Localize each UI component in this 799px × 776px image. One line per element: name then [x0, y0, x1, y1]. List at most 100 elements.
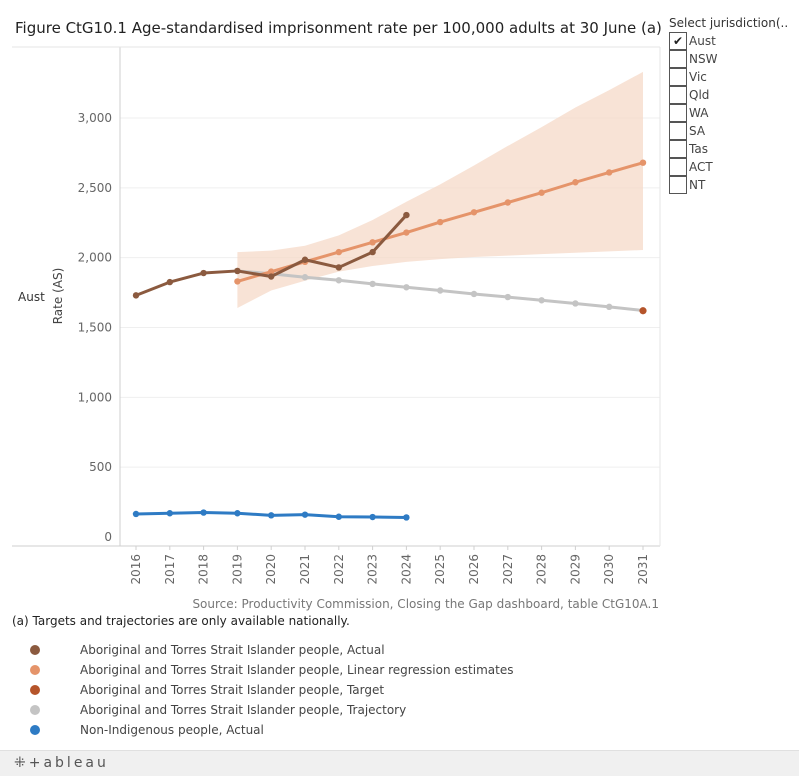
y-tick-label: 1,500 [78, 321, 112, 335]
data-point [504, 293, 511, 301]
legend-item[interactable]: Aboriginal and Torres Strait Islander pe… [30, 700, 513, 720]
filter-option-wa[interactable]: WA [669, 104, 799, 122]
data-point [538, 189, 545, 196]
data-point [504, 199, 511, 206]
x-tick-label: 2028 [535, 554, 549, 585]
filter-option-vic[interactable]: Vic [669, 68, 799, 86]
legend-label: Aboriginal and Torres Strait Islander pe… [80, 643, 385, 657]
data-point [369, 248, 376, 256]
x-tick-label: 2021 [298, 554, 312, 585]
data-point [132, 510, 140, 518]
footer-bar: ⁜+ableau [0, 750, 799, 776]
filter-options: ✔ Aust NSW Vic Qld WA SA Tas ACT NT [669, 32, 799, 194]
checkbox[interactable] [669, 122, 687, 140]
data-point [234, 267, 241, 275]
data-point [200, 509, 207, 516]
series-2 [639, 307, 647, 315]
data-point [639, 159, 647, 166]
row-label: Aust [18, 290, 45, 304]
data-point [234, 510, 241, 517]
data-point [200, 269, 207, 277]
x-tick-label: 2018 [197, 554, 211, 585]
data-point [301, 511, 309, 518]
legend-item[interactable]: Aboriginal and Torres Strait Islander pe… [30, 660, 513, 680]
x-tick-label: 2025 [433, 554, 447, 585]
data-point [639, 307, 647, 315]
filter-option-tas[interactable]: Tas [669, 140, 799, 158]
x-tick-label: 2026 [467, 554, 481, 585]
filter-option-qld[interactable]: Qld [669, 86, 799, 104]
tableau-logo[interactable]: ⁜+ableau [14, 755, 109, 771]
data-point [403, 514, 410, 521]
legend-swatch [30, 645, 40, 655]
data-point [470, 290, 478, 298]
y-tick-label: 500 [89, 460, 112, 474]
checkbox[interactable] [669, 50, 687, 68]
filter-option-nsw[interactable]: NSW [669, 50, 799, 68]
x-tick-label: 2029 [568, 554, 582, 585]
checkbox[interactable] [669, 86, 687, 104]
checkbox[interactable]: ✔ [669, 32, 687, 50]
series-0 [132, 211, 410, 299]
legend-swatch [30, 725, 40, 735]
data-point [369, 239, 376, 246]
data-point [572, 179, 579, 186]
checkbox[interactable] [669, 68, 687, 86]
data-point [166, 510, 173, 517]
data-point [335, 264, 342, 271]
y-ticks: 0 500 1,000 1,500 2,000 2,500 3,000 [78, 111, 112, 544]
data-point [437, 287, 444, 294]
x-tick-label: 2031 [636, 554, 650, 585]
y-tick-label: 0 [104, 530, 112, 544]
x-tick-label: 2022 [332, 554, 346, 585]
data-point [268, 273, 275, 280]
checkbox[interactable] [669, 158, 687, 176]
x-tick-label: 2027 [501, 554, 515, 585]
data-point [335, 513, 342, 520]
data-point [301, 256, 309, 263]
filter-option-label: Aust [689, 34, 716, 48]
data-point [403, 229, 410, 236]
filter-option-nt[interactable]: NT [669, 176, 799, 194]
filter-option-sa[interactable]: SA [669, 122, 799, 140]
data-point [538, 297, 545, 304]
filter-option-label: Vic [689, 70, 707, 84]
filter-option-aust[interactable]: ✔ Aust [669, 32, 799, 50]
legend-swatch [30, 705, 40, 715]
data-point [301, 274, 309, 281]
filter-title: Select jurisdiction(.. [669, 16, 789, 30]
y-tick-label: 2,000 [78, 251, 112, 265]
data-point [369, 513, 376, 521]
y-tick-label: 2,500 [78, 181, 112, 195]
axes [12, 46, 661, 547]
filter-option-label: NT [689, 178, 706, 192]
data-point [268, 268, 275, 275]
confidence-band [237, 71, 643, 308]
x-tick-label: 2020 [264, 554, 278, 585]
legend-item[interactable]: Non-Indigenous people, Actual [30, 720, 513, 740]
filter-option-act[interactable]: ACT [669, 158, 799, 176]
data-point [132, 292, 140, 299]
data-point [166, 278, 173, 286]
data-point [369, 280, 376, 288]
checkbox[interactable] [669, 104, 687, 122]
legend-item[interactable]: Aboriginal and Torres Strait Islander pe… [30, 680, 513, 700]
legend-swatch [30, 665, 40, 675]
jurisdiction-filter[interactable]: Select jurisdiction(.. ✔ Aust NSW Vic Qld WA S… [669, 14, 799, 194]
data-point [268, 512, 275, 519]
series-4 [132, 509, 410, 521]
legend-label: Aboriginal and Torres Strait Islander pe… [80, 663, 514, 677]
y-tick-label: 1,000 [78, 390, 112, 404]
checkbox[interactable] [669, 140, 687, 158]
series-lines [132, 159, 647, 521]
filter-option-label: SA [689, 124, 706, 138]
footnote: (a) Targets and trajectories are only av… [12, 614, 350, 628]
legend-item[interactable]: Aboriginal and Torres Strait Islander pe… [30, 640, 513, 660]
legend-label: Non-Indigenous people, Actual [80, 723, 264, 737]
checkbox[interactable] [669, 176, 687, 194]
data-point [606, 303, 613, 311]
legend: Aboriginal and Torres Strait Islander pe… [30, 640, 513, 740]
filter-option-label: ACT [689, 160, 713, 174]
x-tick-label: 2023 [366, 554, 380, 585]
data-point [572, 300, 579, 307]
